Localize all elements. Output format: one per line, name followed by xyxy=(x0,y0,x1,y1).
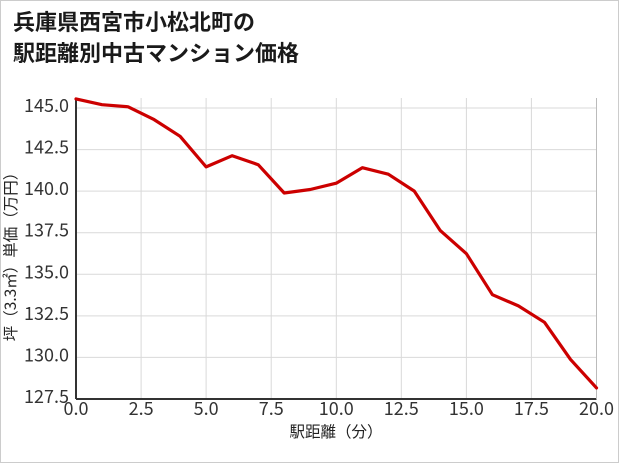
svg-text:15.0: 15.0 xyxy=(449,395,484,421)
svg-text:坪（3.3㎡）単価（万円）: 坪（3.3㎡）単価（万円） xyxy=(1,165,21,342)
svg-text:20.0: 20.0 xyxy=(579,395,614,421)
svg-text:駅距離（分）: 駅距離（分） xyxy=(289,420,382,442)
svg-text:132.5: 132.5 xyxy=(24,300,69,326)
svg-text:7.5: 7.5 xyxy=(259,395,284,421)
svg-text:135.0: 135.0 xyxy=(24,258,69,284)
svg-text:17.5: 17.5 xyxy=(514,395,549,421)
svg-text:5.0: 5.0 xyxy=(194,395,219,421)
svg-text:12.5: 12.5 xyxy=(384,395,419,421)
svg-text:130.0: 130.0 xyxy=(24,341,69,367)
svg-text:140.0: 140.0 xyxy=(24,175,69,201)
svg-text:127.5: 127.5 xyxy=(24,383,69,409)
svg-text:137.5: 137.5 xyxy=(24,217,69,243)
svg-text:145.0: 145.0 xyxy=(24,92,69,118)
svg-text:2.5: 2.5 xyxy=(129,395,154,421)
svg-text:10.0: 10.0 xyxy=(319,395,354,421)
svg-text:142.5: 142.5 xyxy=(24,134,69,160)
svg-text:0.0: 0.0 xyxy=(64,395,89,421)
